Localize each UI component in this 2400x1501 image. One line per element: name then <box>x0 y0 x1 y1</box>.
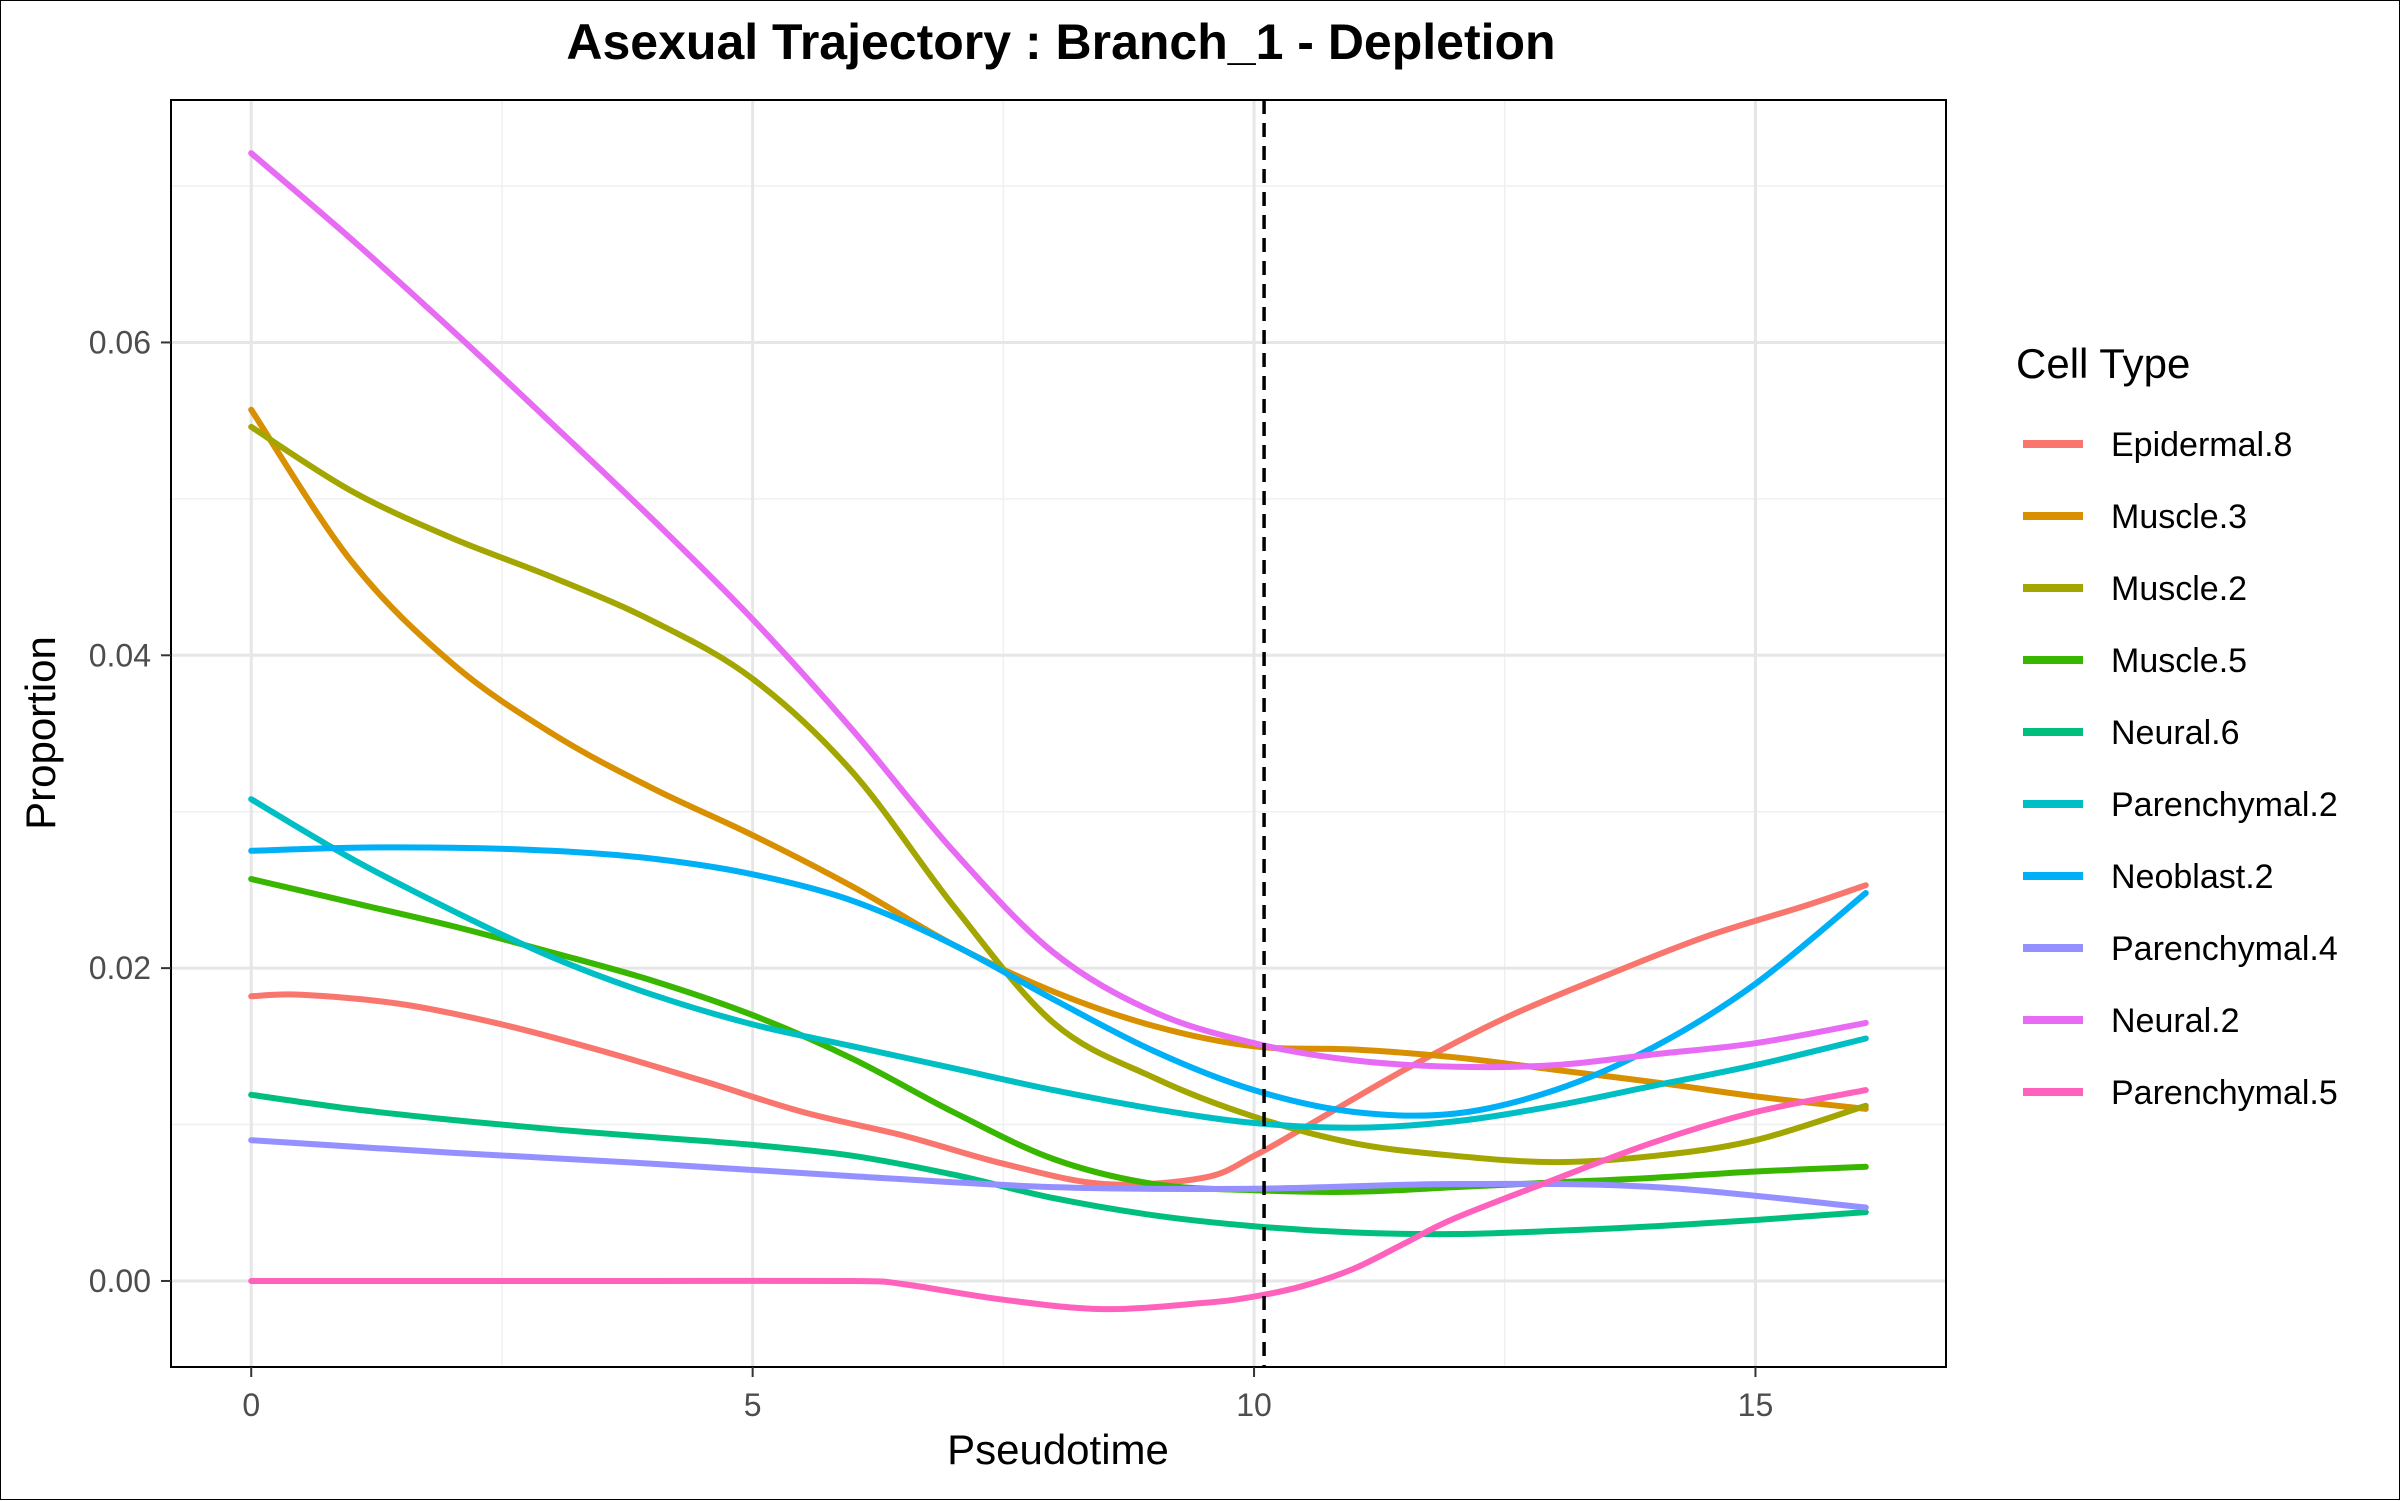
plot-border <box>170 99 1947 1368</box>
y-tick-label-1: 0.02 <box>89 950 151 986</box>
x-axis-title: Pseudotime <box>947 1426 1169 1473</box>
x-tick-label-3: 15 <box>1738 1387 1774 1423</box>
legend-label-parenchymal-4: Parenchymal.4 <box>2111 930 2338 968</box>
legend-label-muscle-2: Muscle.2 <box>2111 570 2247 608</box>
legend-label-neural-2: Neural.2 <box>2111 1002 2240 1040</box>
legend-label-muscle-5: Muscle.5 <box>2111 642 2247 680</box>
y-tick-label-0: 0.00 <box>89 1263 151 1299</box>
y-axis-title: Proportion <box>17 636 64 830</box>
series-line-muscle-2 <box>248 423 1869 1166</box>
legend-label-neoblast-2: Neoblast.2 <box>2111 858 2274 896</box>
series-line-muscle-3 <box>248 406 1869 1112</box>
x-tick-label-2: 10 <box>1236 1387 1272 1423</box>
legend-items: Epidermal.8 Muscle.3 Muscle.2 Muscle.5 Neura… <box>2023 426 2338 1112</box>
legend-title: Cell Type <box>2016 340 2190 387</box>
x-tick-label-0: 0 <box>242 1387 260 1423</box>
y-tick-label-2: 0.04 <box>89 637 151 673</box>
legend-label-neural-6: Neural.6 <box>2111 714 2240 752</box>
series-line-neoblast-2 <box>248 844 1869 1119</box>
legend-label-epidermal-8: Epidermal.8 <box>2111 426 2292 464</box>
legend: Cell Type Epidermal.8 Muscle.3 Muscle.2 Mus… <box>2016 340 2338 1112</box>
legend-label-muscle-3: Muscle.3 <box>2111 498 2247 536</box>
series-line-parenchymal-4 <box>248 1137 1869 1211</box>
legend-label-parenchymal-2: Parenchymal.2 <box>2111 786 2338 824</box>
series-line-neural-2 <box>248 150 1869 1071</box>
legend-label-parenchymal-5: Parenchymal.5 <box>2111 1074 2338 1112</box>
series-line-neural-6 <box>248 1091 1869 1238</box>
series-line-epidermal-8 <box>248 882 1869 1188</box>
x-tick-label-1: 5 <box>744 1387 762 1423</box>
axis-ticks: 0 5 10 15 0.00 0.02 0.04 0.06 <box>89 324 1774 1423</box>
series-line-parenchymal-2 <box>248 796 1869 1131</box>
y-tick-label-3: 0.06 <box>89 324 151 360</box>
series-line-parenchymal-5 <box>248 1087 1869 1313</box>
chart-title: Asexual Trajectory : Branch_1 - Depletio… <box>566 14 1555 70</box>
series-lines <box>248 150 1869 1313</box>
